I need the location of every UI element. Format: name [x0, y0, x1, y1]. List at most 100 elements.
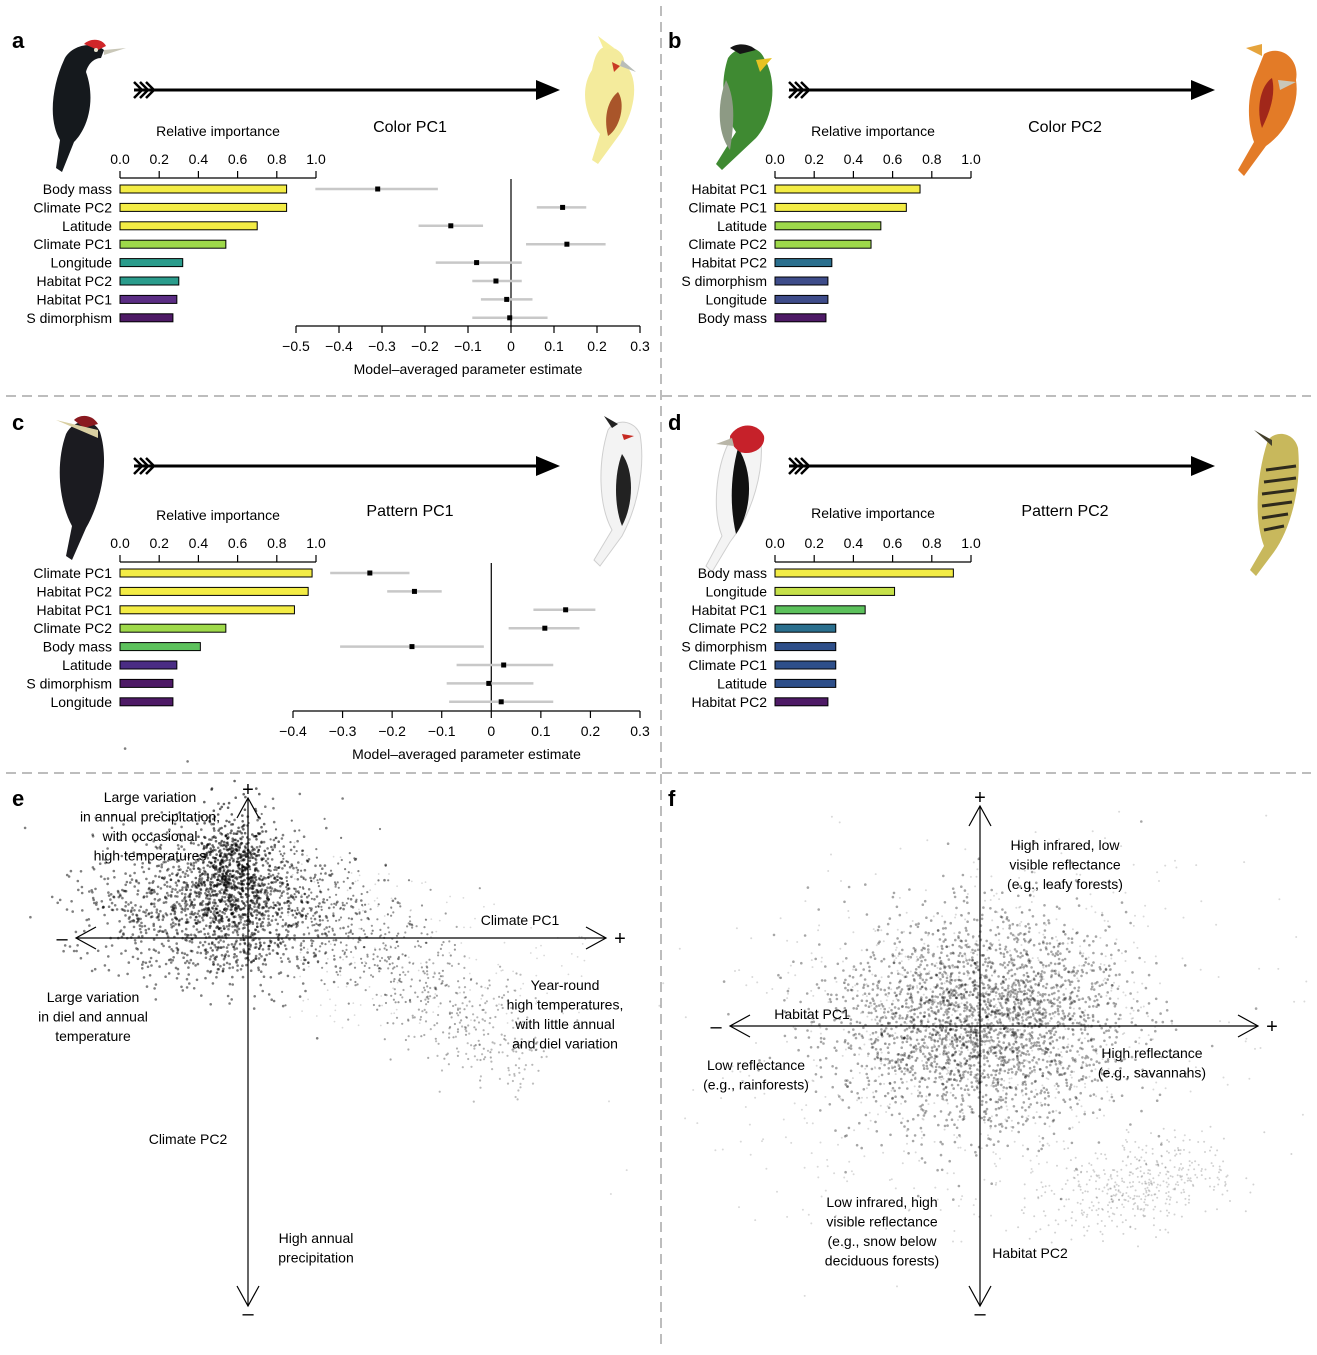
scatter-point	[407, 956, 410, 959]
scatter-point	[88, 890, 91, 893]
scatter-point	[260, 955, 263, 958]
scatter-point	[171, 872, 174, 875]
scatter-point	[216, 963, 220, 966]
scatter-point	[271, 949, 275, 952]
scatter-point	[192, 987, 196, 990]
scatter-point	[337, 862, 340, 865]
scatter-point	[112, 813, 115, 817]
scatter-point	[191, 880, 194, 884]
scatter-point	[1024, 1010, 1027, 1014]
scatter-point	[476, 1058, 479, 1061]
scatter-point	[966, 1071, 970, 1074]
scatter-point	[1015, 1015, 1018, 1018]
scatter-point	[1165, 1000, 1168, 1004]
scatter-point	[1004, 1126, 1008, 1130]
scatter-point	[168, 818, 171, 821]
scatter-point	[1155, 961, 1158, 965]
scatter-point	[160, 811, 164, 814]
scatter-point	[482, 1033, 486, 1036]
scatter-point	[919, 1046, 922, 1049]
scatter-point	[376, 918, 379, 921]
scatter-point	[353, 857, 356, 860]
scatter-point	[204, 892, 207, 895]
scatter-point	[185, 869, 189, 873]
scatter-point	[205, 854, 209, 857]
scatter-point	[248, 856, 252, 860]
scatter-point	[947, 1062, 951, 1065]
scatter-point	[315, 922, 318, 926]
scatter-point	[952, 1087, 955, 1090]
scatter-point	[510, 1011, 513, 1014]
scatter-point	[378, 827, 382, 831]
scatter-point	[339, 856, 342, 859]
predictor-label: Climate PC1	[33, 236, 112, 252]
scatter-point	[416, 940, 419, 943]
scatter-point	[905, 1040, 909, 1043]
scatter-point	[135, 913, 138, 917]
scatter-point	[160, 865, 163, 869]
scatter-point	[423, 972, 426, 975]
scatter-point	[137, 853, 141, 856]
scatter-point	[332, 906, 335, 909]
scatter-point	[945, 1091, 949, 1094]
scatter-point	[497, 1051, 501, 1054]
scatter-point	[426, 995, 429, 998]
scatter-point	[239, 837, 242, 840]
scatter-point	[421, 1010, 424, 1013]
scatter-point	[984, 1011, 987, 1014]
scatter-point	[1041, 1048, 1044, 1052]
scatter-point	[230, 887, 233, 890]
scatter-point	[307, 998, 309, 1001]
scatter-point	[1009, 954, 1012, 957]
scatter-point	[931, 1003, 934, 1006]
scatter-point	[294, 895, 298, 899]
scatter-point	[847, 1106, 851, 1109]
scatter-point	[389, 945, 392, 947]
scatter-point	[331, 927, 334, 930]
scatter-point	[922, 1133, 926, 1137]
scatter-point	[792, 960, 795, 963]
scatter-point	[212, 846, 215, 849]
scatter-point	[970, 1006, 973, 1010]
scatter-point	[220, 919, 223, 923]
scatter-point	[259, 922, 263, 926]
scatter-point	[332, 914, 335, 917]
scatter-point	[211, 919, 215, 923]
importance-tick-label: 1.0	[306, 535, 326, 551]
scatter-point	[928, 1056, 931, 1060]
scatter-point	[229, 831, 232, 835]
scatter-point	[222, 869, 226, 873]
panel-label: d	[668, 410, 681, 435]
scatter-point	[334, 1004, 337, 1007]
scatter-point	[58, 898, 62, 902]
scatter-point	[981, 913, 984, 917]
scatter-point	[1049, 1072, 1052, 1076]
scatter-point	[562, 1012, 565, 1015]
scatter-point	[276, 922, 280, 926]
scatter-point	[286, 871, 289, 874]
scatter-point	[223, 824, 227, 828]
scatter-point	[1053, 997, 1056, 1001]
scatter-point	[817, 908, 820, 911]
scatter-point	[960, 1103, 963, 1106]
scatter-point	[300, 893, 303, 896]
scatter-point	[1022, 1101, 1026, 1104]
scatter-point	[397, 1001, 400, 1004]
scatter-point	[220, 929, 223, 933]
scatter-point	[262, 840, 266, 844]
scatter-point	[860, 1146, 863, 1150]
scatter-point	[436, 1022, 439, 1025]
scatter-point	[176, 895, 179, 898]
scatter-point	[999, 1130, 1002, 1133]
scatter-point	[153, 905, 156, 908]
scatter-point	[398, 973, 402, 976]
scatter-point	[914, 968, 918, 971]
scatter-point	[943, 1003, 946, 1007]
scatter-point	[1043, 929, 1047, 932]
scatter-point	[500, 1003, 503, 1007]
scatter-point	[339, 927, 342, 930]
scatter-point	[222, 945, 225, 949]
scatter-point	[242, 902, 246, 905]
scatter-point	[345, 944, 348, 947]
scatter-point	[971, 948, 974, 952]
